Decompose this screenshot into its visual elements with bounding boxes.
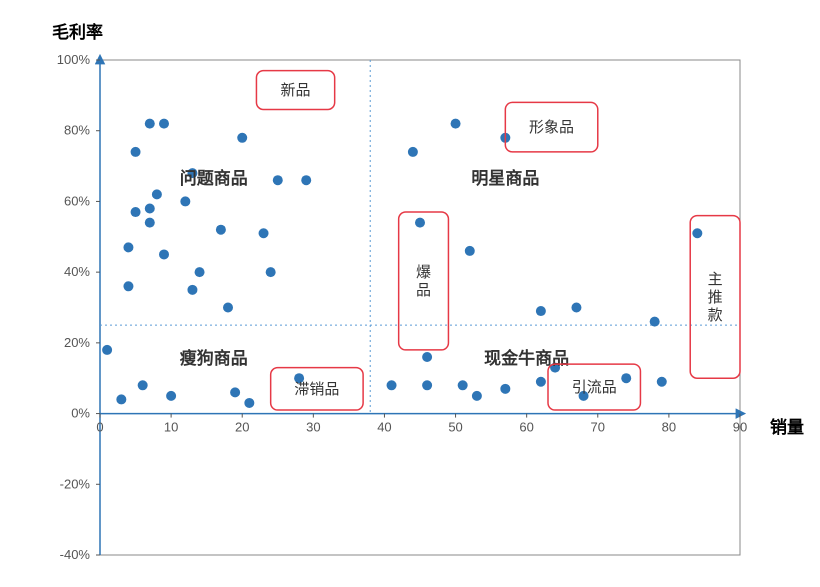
y-tick-label: 40% [64,264,90,279]
category-box-label: 新品 [281,82,311,99]
category-box-label: 品 [416,282,431,299]
x-tick-label: 60 [519,420,533,435]
category-box-label: 引流品 [572,379,617,396]
data-point [273,175,283,185]
quadrant-label: 问题商品 [180,168,248,188]
y-axis-title: 毛利率 [52,18,103,43]
data-point [187,285,197,295]
data-point [301,175,311,185]
data-point [138,380,148,390]
data-point [408,147,418,157]
data-point [180,196,190,206]
x-tick-label: 0 [96,420,103,435]
data-point [159,249,169,259]
data-point [145,204,155,214]
data-point [166,391,176,401]
data-point [237,133,247,143]
data-point [123,281,133,291]
data-point [621,373,631,383]
x-tick-label: 80 [662,420,676,435]
data-point [131,147,141,157]
data-point [465,246,475,256]
data-point [123,242,133,252]
y-tick-label: 100% [57,52,91,67]
data-point [657,377,667,387]
data-point [259,228,269,238]
quadrant-label: 现金牛商品 [484,348,569,368]
data-point [451,119,461,129]
y-tick-label: -40% [60,547,91,562]
category-box-label: 爆 [416,264,431,281]
x-tick-label: 40 [377,420,391,435]
category-box-label: 款 [708,307,723,324]
category-box-label: 滞销品 [294,381,339,398]
data-point [692,228,702,238]
data-point [422,380,432,390]
data-point [458,380,468,390]
data-point [536,377,546,387]
data-point [145,218,155,228]
y-tick-label: 20% [64,335,90,350]
data-point [536,306,546,316]
data-point [230,387,240,397]
quadrant-label: 瘦狗商品 [180,348,248,368]
y-tick-label: 60% [64,193,90,208]
x-tick-label: 20 [235,420,249,435]
y-tick-label: -20% [60,476,91,491]
data-point [152,189,162,199]
y-tick-label: 0% [71,406,90,421]
data-point [216,225,226,235]
data-point [650,317,660,327]
category-box-label: 推 [708,289,723,306]
data-point [102,345,112,355]
x-tick-label: 30 [306,420,320,435]
data-point [266,267,276,277]
x-tick-label: 90 [733,420,747,435]
x-tick-label: 50 [448,420,462,435]
data-point [571,303,581,313]
data-point [415,218,425,228]
quadrant-label: 明星商品 [471,168,539,188]
category-box-label: 主 [708,271,723,288]
data-point [500,384,510,394]
x-tick-label: 10 [164,420,178,435]
scatter-chart: -40% -20% 0% 20% 40% 60% 80% 100% 0 10 20 30 40 50 60 7… [50,50,795,565]
data-point [116,394,126,404]
x-tick-label: 70 [591,420,605,435]
category-box-label: 形象品 [529,119,574,136]
data-point [387,380,397,390]
data-point [159,119,169,129]
data-point [145,119,155,129]
data-point [195,267,205,277]
data-point [472,391,482,401]
data-point [131,207,141,217]
y-tick-label: 80% [64,123,90,138]
data-point [422,352,432,362]
data-point [223,303,233,313]
data-point [244,398,254,408]
